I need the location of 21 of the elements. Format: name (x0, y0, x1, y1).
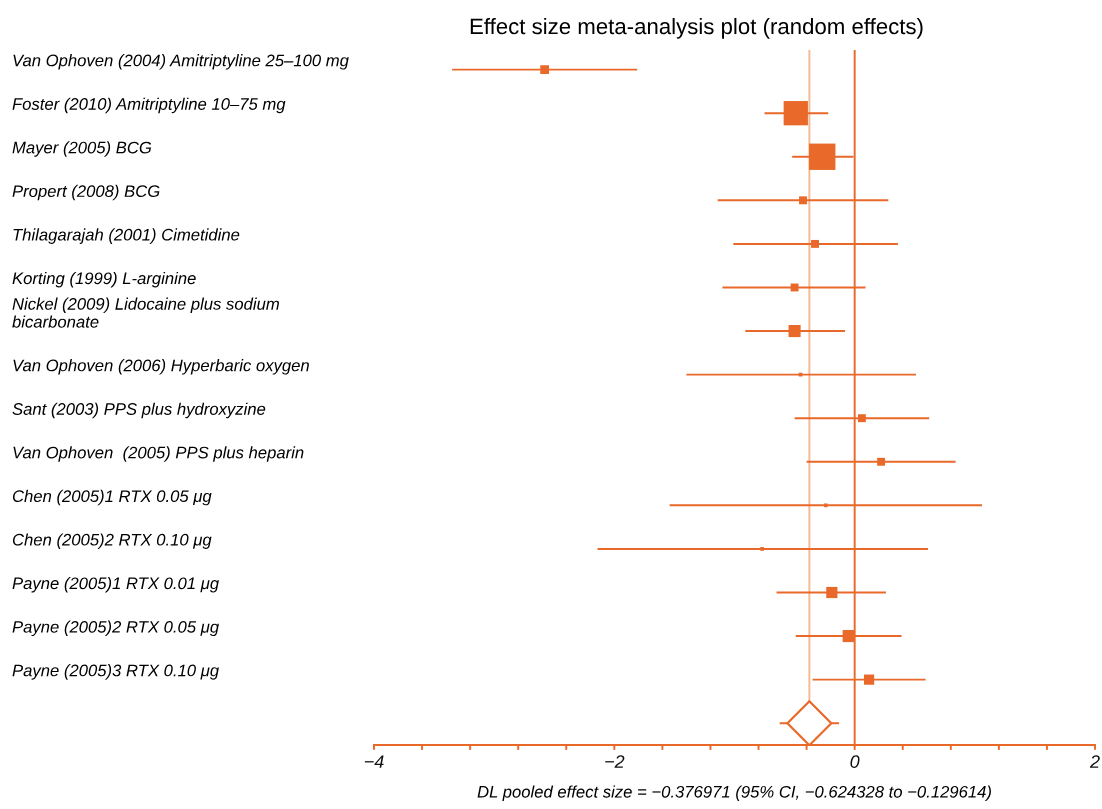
y-tick-label: Van Ophoven (2005) PPS plus heparin (13, 446, 304, 462)
y-tick-label: Payne (2005)1 RTX 0.01 μg (12, 576, 219, 593)
y-tick-label: Propert (2008) BCG (12, 184, 160, 201)
x-axis-title: DL pooled effect size = −0.376971 (95% CI, −0.624328 to −0.129614) (477, 785, 991, 801)
y-tick-label: Van Ophoven (2006) Hyperbaric oxygen (13, 359, 309, 375)
y-tick-label: Nickel (2009) Lidocaine plus sodium bicarbonate (12, 297, 279, 328)
y-tick-label: Foster (2010) Amitriptyline 10–75 mg (12, 97, 286, 114)
y-tick-label: Chen (2005)1 RTX 0.05 μg (12, 489, 212, 506)
y-tick-label: Chen (2005)2 RTX 0.10 μg (12, 533, 212, 549)
x-tick-label: −4 (364, 755, 384, 768)
y-tick-label: Mayer (2005) BCG (12, 141, 152, 157)
x-tick-label: 2 (1089, 755, 1100, 768)
x-tick-label: 0 (850, 755, 860, 768)
y-tick-label: Korting (1999) L-arginine (12, 271, 196, 288)
y-tick-label: Payne (2005)2 RTX 0.05 μg (12, 620, 219, 637)
x-tick-label: −2 (605, 755, 625, 768)
y-tick-label: Thilagarajah (2001) Cimetidine (13, 228, 240, 244)
y-tick-label: Sant (2003) PPS plus hydroxyzine (12, 402, 266, 419)
y-tick-label: Payne (2005)3 RTX 0.10 μg (12, 664, 219, 680)
y-tick-label: Van Ophoven (2004) Amitriptyline 25–100 mg (13, 54, 349, 70)
chart-title: Effect size meta-analysis plot (random effects) (470, 17, 923, 39)
